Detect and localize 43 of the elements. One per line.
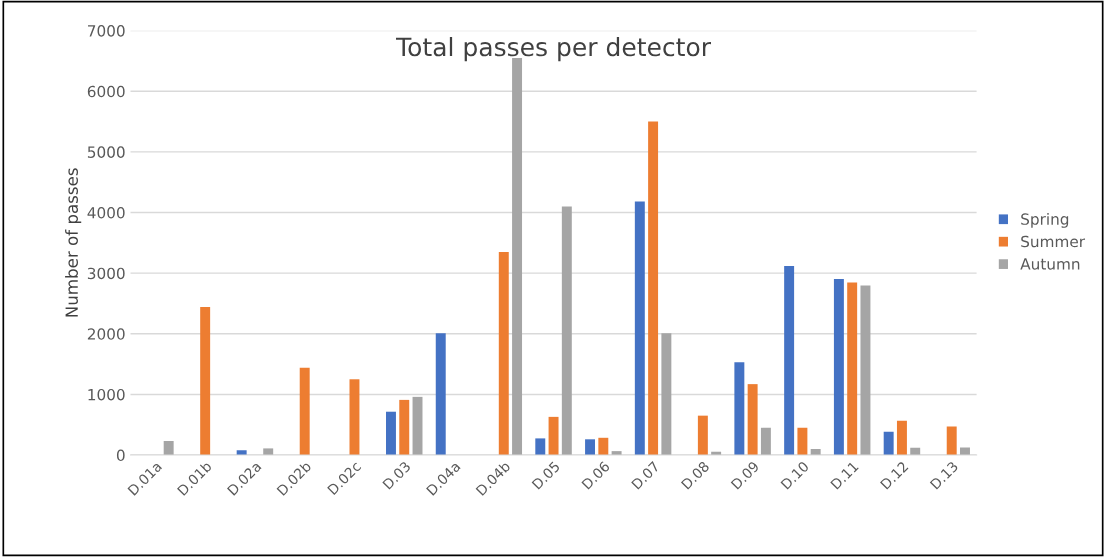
bar	[697, 415, 708, 456]
legend-label: Summer	[1021, 235, 1086, 248]
bar	[960, 447, 970, 456]
y-tick-label: 1000	[88, 388, 125, 401]
bar	[399, 399, 410, 456]
y-tick-label: 4000	[87, 207, 125, 219]
y-tick-label: 6000	[87, 85, 125, 98]
bar	[200, 307, 211, 456]
y-tick-label: 3000	[87, 267, 125, 280]
legend-label: Autumn	[1020, 258, 1080, 270]
bar	[797, 427, 808, 456]
y-tick-label: 0	[116, 449, 125, 462]
bar	[634, 201, 645, 456]
bar	[734, 362, 745, 456]
bar	[860, 285, 871, 456]
bar	[833, 278, 844, 456]
bar	[385, 411, 396, 456]
bar	[784, 265, 795, 456]
bar	[883, 431, 894, 456]
y-axis-title: Number of passes	[65, 168, 82, 317]
bar	[263, 448, 274, 456]
bar	[535, 438, 546, 456]
bar	[648, 121, 659, 456]
bar	[747, 384, 758, 456]
bar	[349, 379, 360, 456]
bar	[896, 420, 907, 456]
bar	[760, 427, 771, 456]
bar	[299, 367, 310, 456]
bar	[435, 333, 446, 456]
bar	[946, 426, 957, 456]
bar	[548, 416, 559, 456]
y-tick-label: 7000	[88, 25, 125, 37]
legend-label: Spring	[1021, 213, 1069, 228]
bar	[561, 206, 572, 456]
y-tick-label: 5000	[87, 146, 125, 158]
bar	[163, 441, 174, 456]
bar	[847, 282, 858, 456]
bar	[661, 333, 672, 456]
y-tick-label: 2000	[87, 328, 125, 340]
bar	[585, 439, 596, 456]
bar	[598, 437, 609, 456]
chart-title: Total passes per detector	[396, 37, 712, 62]
bar	[498, 251, 509, 456]
